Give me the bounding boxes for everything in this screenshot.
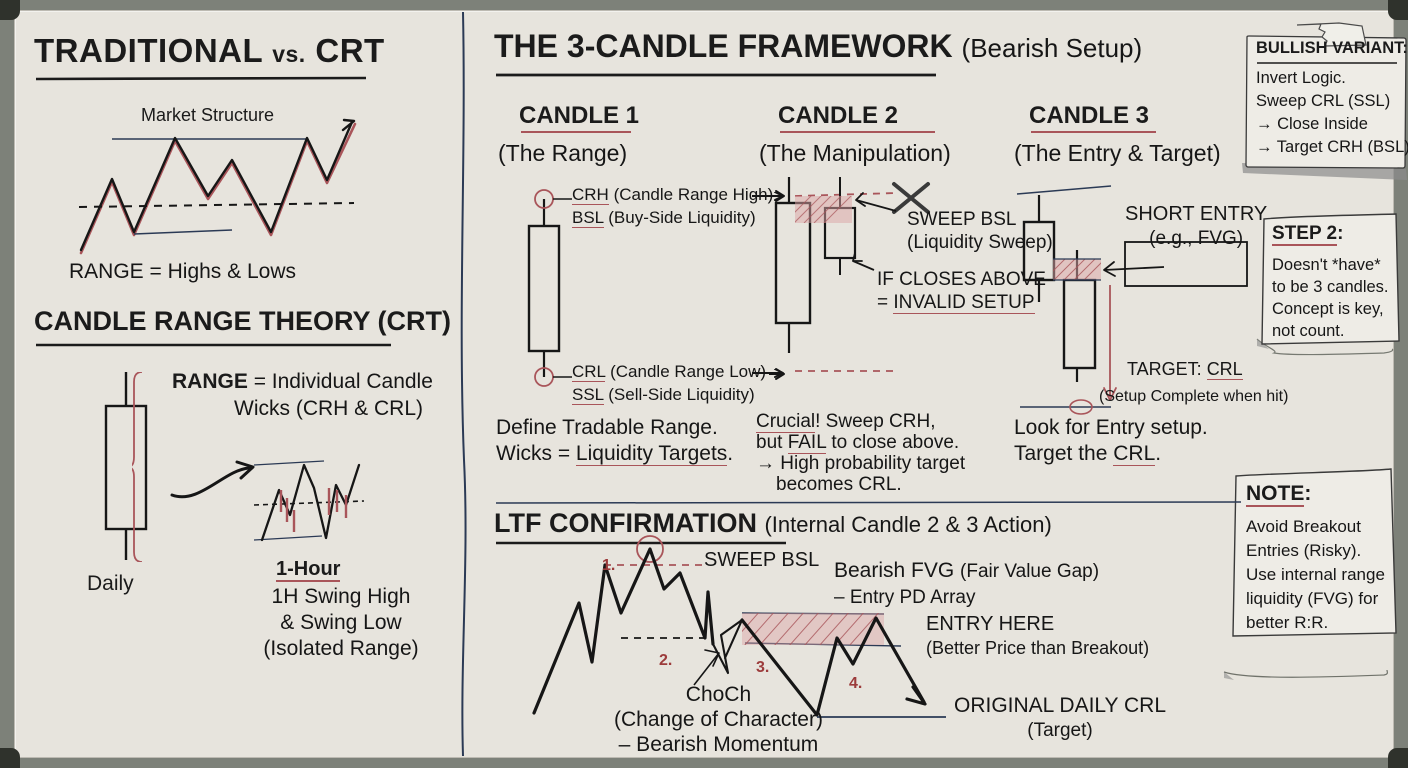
svg-text:1.: 1. bbox=[602, 557, 615, 574]
svg-text:3.: 3. bbox=[756, 659, 769, 676]
svg-text:4.: 4. bbox=[849, 675, 862, 692]
svg-text:2.: 2. bbox=[659, 652, 672, 669]
